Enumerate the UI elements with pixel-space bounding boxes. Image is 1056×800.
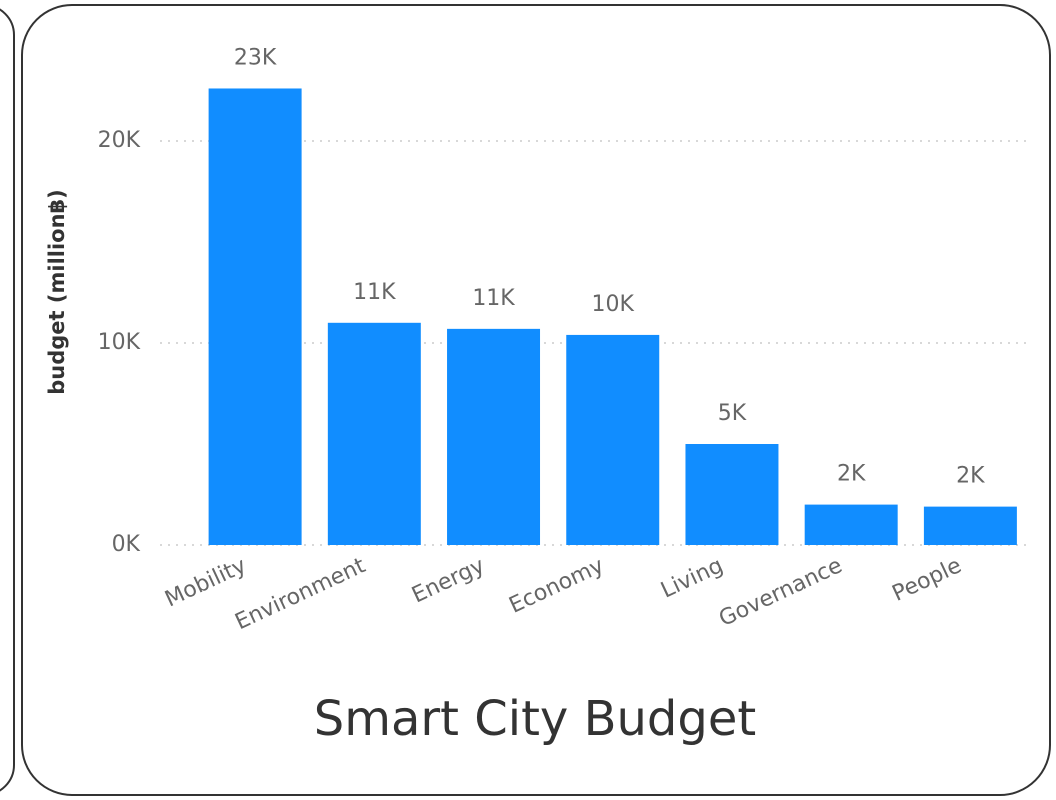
data-label: 23K [234,45,277,70]
bar [685,444,779,545]
data-label: 5K [718,401,747,426]
y-tick-label: 10K [98,330,141,355]
bar [208,88,302,545]
data-label: 11K [353,280,396,305]
side-panel [0,8,15,792]
y-axis-label: budget (million฿) [45,189,69,395]
bar [923,506,1017,545]
bar [327,322,421,545]
data-label: 2K [837,462,866,487]
data-label: 2K [956,464,985,489]
y-tick-label: 20K [98,128,141,153]
data-label: 10K [592,292,635,317]
bar [566,334,660,545]
bar [804,504,898,545]
data-label: 11K [472,286,515,311]
bar [447,328,541,545]
y-tick-label: 0K [112,532,141,557]
chart-title: Smart City Budget [314,691,756,747]
